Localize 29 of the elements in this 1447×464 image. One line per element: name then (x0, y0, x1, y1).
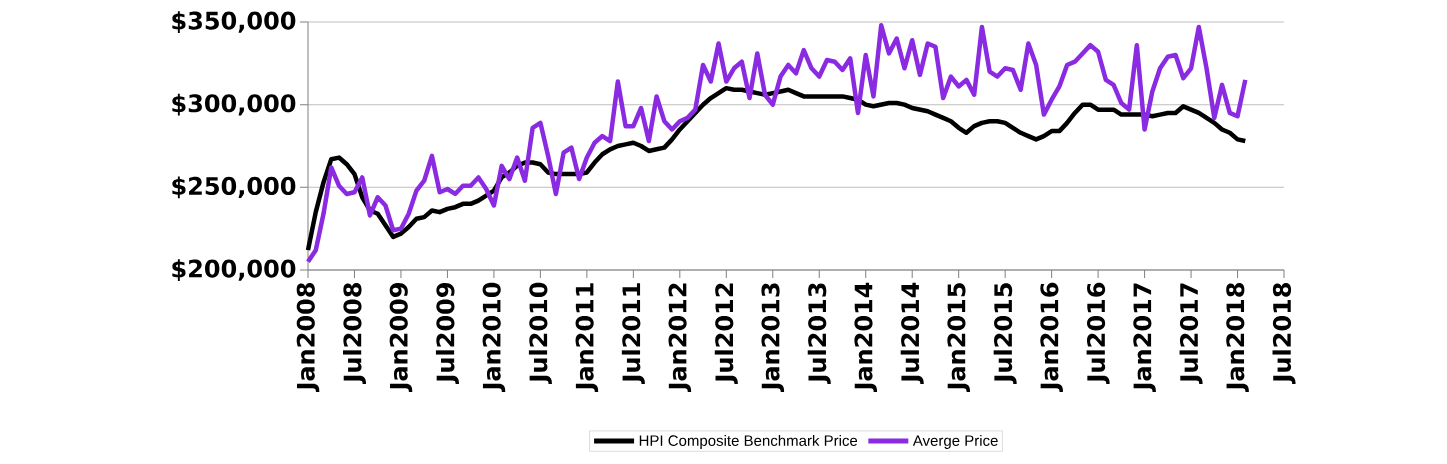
x-tick-label: Jul2013 (807, 283, 831, 384)
y-tick-label: $250,000 (172, 176, 296, 199)
x-tick-label: Jul2014 (900, 282, 924, 384)
x-tick-label: Jan2013 (761, 283, 785, 392)
legend-label: Averge Price (912, 434, 998, 449)
x-tick-label: Jan2014 (854, 282, 878, 392)
x-tick-label: Jul2015 (993, 283, 1017, 384)
x-tick-label: Jan2018 (1226, 283, 1249, 392)
x-tick-label: Jan2010 (482, 282, 506, 392)
x-tick-label: Jul2018 (1272, 283, 1296, 384)
x-tick-label: Jul2012 (714, 283, 738, 384)
x-tick-label: Jan2011 (575, 283, 599, 392)
x-tick-label: Jan2012 (668, 283, 692, 392)
y-tick-label: $350,000 (172, 11, 296, 33)
line-series (305, 23, 1248, 264)
x-tick-label: Jan2015 (947, 283, 970, 392)
x-tick-label: Jan2017 (1133, 283, 1156, 392)
x-tick-label: Jul2009 (435, 283, 459, 384)
legend-label: HPI Composite Benchmark Price (639, 434, 858, 449)
x-tick-label: Jul2016 (1086, 282, 1110, 384)
x-tick-label: Jan2016 (1040, 282, 1063, 392)
y-tick-label: $200,000 (172, 259, 296, 281)
x-tick-label: Jul2010 (528, 282, 552, 384)
x-tick-label: Jul2011 (621, 283, 645, 384)
x-tick-label: Jul2017 (1179, 283, 1203, 384)
y-tick-label: $300,000 (172, 93, 296, 116)
x-tick-label: Jan2008 (296, 283, 320, 392)
x-tick-label: Jan2009 (389, 283, 413, 392)
x-tick-label: Jul2008 (342, 283, 366, 384)
